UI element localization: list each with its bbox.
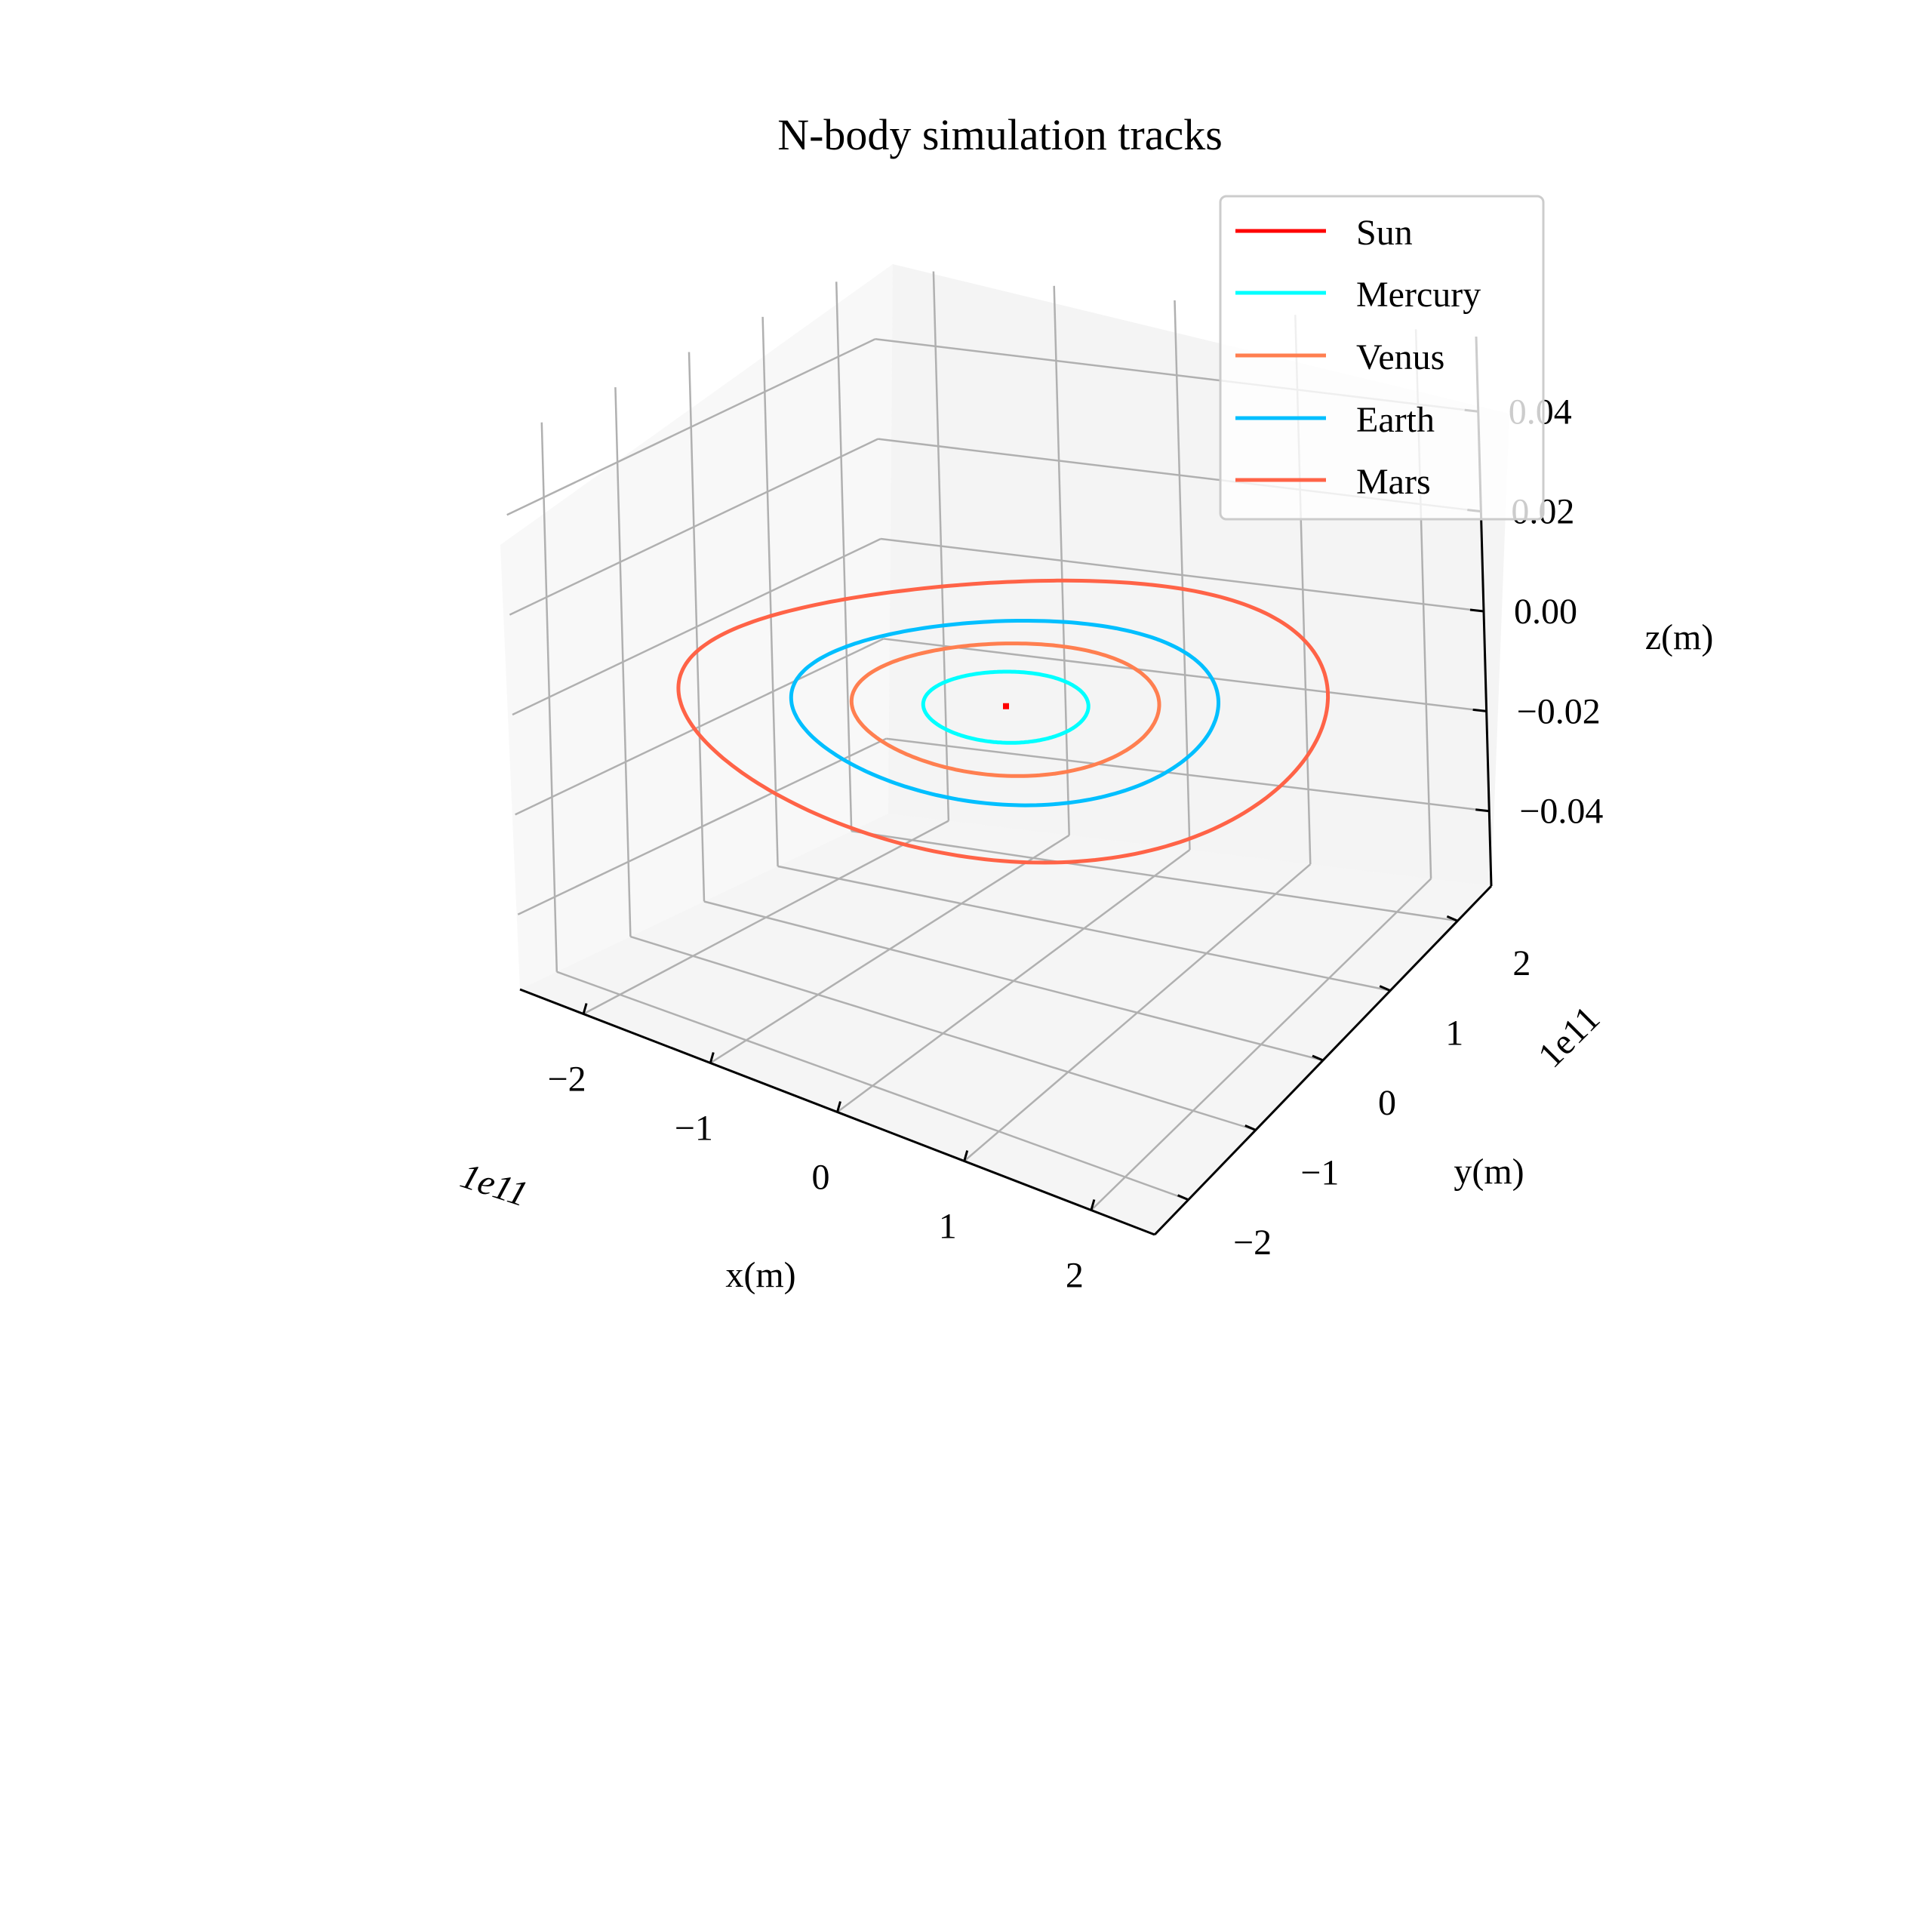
x-offset-text: 1e11 <box>456 1155 533 1214</box>
y-tick-label: 1 <box>1445 1014 1463 1054</box>
y-tick <box>1446 915 1458 922</box>
legend: Sun Mercury Venus Earth Mars <box>1219 195 1545 521</box>
x-tick-label: −2 <box>548 1060 586 1100</box>
y-tick <box>1244 1124 1257 1131</box>
z-tick-label: 0.00 <box>1514 592 1577 632</box>
y-tick <box>1312 1054 1324 1062</box>
right-wall-grid-h <box>883 638 1487 712</box>
floor-grid-y <box>630 935 1257 1131</box>
y-tick-label: −1 <box>1300 1152 1339 1192</box>
legend-label-mars: Mars <box>1356 462 1431 502</box>
x-axis-label: x(m) <box>725 1255 795 1295</box>
chart-title: N-body simulation tracks <box>777 110 1223 159</box>
floor-grid-y <box>556 971 1189 1201</box>
z-tick-label: −0.04 <box>1519 792 1603 832</box>
right-wall-grid-h <box>880 537 1484 613</box>
left-wall-grid-h <box>509 438 878 616</box>
x-tick <box>963 1150 969 1161</box>
orbit-tracks <box>676 578 1331 865</box>
legend-label-sun: Sun <box>1356 213 1413 253</box>
x-tick-label: 2 <box>1066 1256 1084 1296</box>
legend-box <box>1219 195 1545 521</box>
x-tick <box>709 1052 715 1063</box>
y-axis-label: y(m) <box>1454 1152 1524 1192</box>
left-wall-grid-h <box>506 338 876 516</box>
z-axis-label: z(m) <box>1645 617 1714 657</box>
x-tick-label: −1 <box>675 1109 713 1149</box>
right-wall-grid-h <box>886 737 1490 812</box>
left-wall-grid-h <box>512 537 881 716</box>
z-tick <box>1469 608 1484 613</box>
orbit-sun <box>1003 703 1009 709</box>
x-tick-label: 0 <box>812 1158 830 1198</box>
orbit-mercury <box>921 669 1091 745</box>
z-tick <box>1475 808 1490 813</box>
legend-label-mercury: Mercury <box>1356 275 1481 315</box>
orbit-mars <box>676 578 1331 865</box>
y-tick-label: 0 <box>1378 1083 1396 1123</box>
x-tick <box>582 1003 588 1014</box>
y-tick <box>1177 1194 1189 1201</box>
legend-label-earth: Earth <box>1356 400 1435 440</box>
x-tick <box>836 1101 841 1112</box>
y-tick-label: 2 <box>1512 943 1531 983</box>
x-tick-label: 1 <box>939 1207 957 1247</box>
floor-grid-y <box>777 865 1391 992</box>
orbit-earth <box>789 619 1220 808</box>
x-tick <box>1090 1199 1096 1211</box>
z-tick-label: −0.02 <box>1517 691 1601 731</box>
z-tick <box>1472 708 1487 712</box>
orbit-venus <box>849 641 1161 778</box>
floor-grid-y <box>851 830 1458 922</box>
y-offset-text: 1e11 <box>1531 998 1607 1075</box>
floor-grid-y <box>703 900 1324 1062</box>
y-tick <box>1379 985 1391 992</box>
y-tick-label: −2 <box>1233 1223 1272 1263</box>
left-wall-grid-h <box>517 737 887 915</box>
left-wall-grid-h <box>515 638 884 816</box>
legend-label-venus: Venus <box>1356 337 1444 377</box>
